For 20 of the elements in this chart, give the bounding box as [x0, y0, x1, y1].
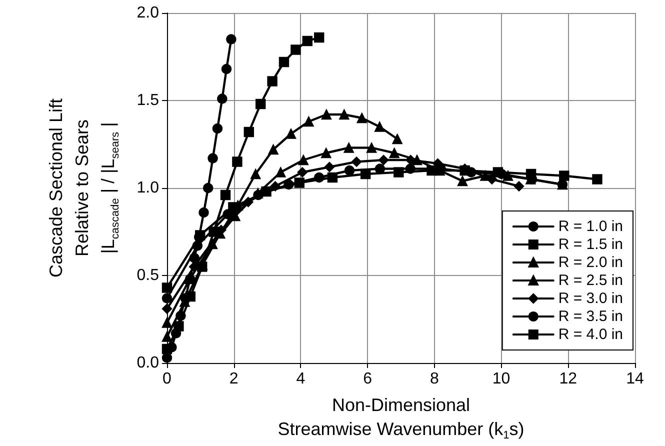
- legend-label: R = 1.5 in: [558, 236, 624, 253]
- x-tick-label: 2: [229, 370, 238, 388]
- y-tick-label: 0.5: [136, 267, 160, 284]
- legend-label: R = 3.0 in: [558, 290, 624, 307]
- legend-label: R = 1.0 in: [558, 218, 624, 235]
- legend-label: R = 4.0 in: [558, 326, 624, 343]
- y-tick-label: 1.0: [136, 180, 160, 196]
- x-tick-label: 14: [626, 370, 644, 388]
- x-tick-label: 4: [296, 370, 306, 388]
- x-tick-label: 8: [430, 370, 439, 388]
- x-tick-label: 6: [363, 370, 372, 388]
- y-tick-label: 1.5: [136, 92, 160, 109]
- legend-label: R = 2.0 in: [558, 254, 624, 271]
- y-tick-label: 2.0: [136, 4, 160, 22]
- x-tick-label: 12: [559, 370, 578, 388]
- y-tick-label: 0.0: [136, 354, 160, 372]
- legend-label: R = 3.5 in: [558, 308, 624, 325]
- x-tick-label: 10: [492, 370, 510, 388]
- x-tick-label: 0: [162, 370, 172, 388]
- legend-label: R = 2.5 in: [558, 272, 624, 289]
